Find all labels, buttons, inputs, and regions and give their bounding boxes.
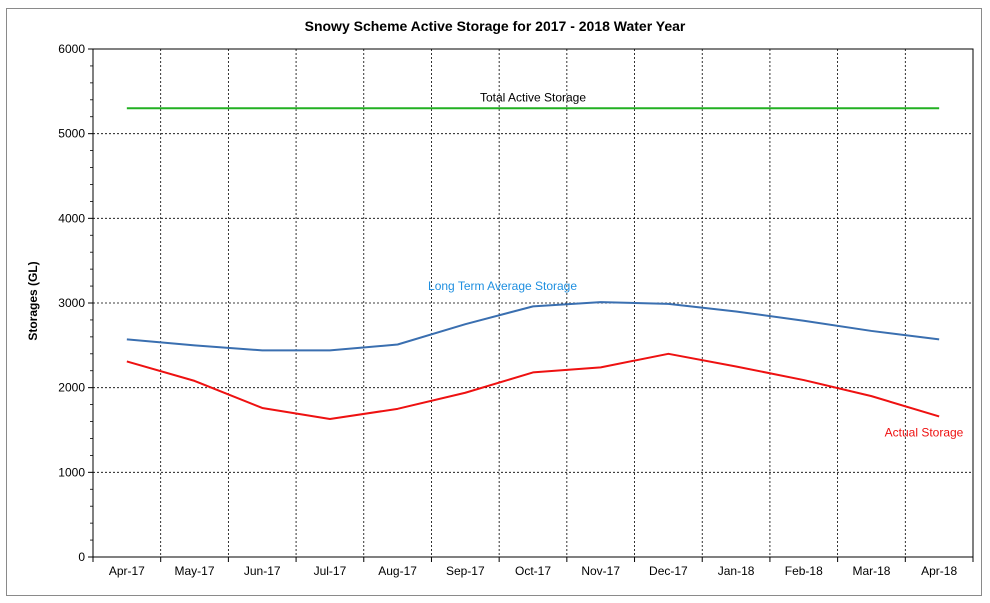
chart-title: Snowy Scheme Active Storage for 2017 - 2… bbox=[305, 18, 686, 34]
y-tick-label: 6000 bbox=[58, 42, 85, 56]
x-tick-label: Feb-18 bbox=[785, 564, 823, 578]
chart-svg: Snowy Scheme Active Storage for 2017 - 2… bbox=[26, 18, 974, 578]
x-tick-label: Apr-18 bbox=[921, 564, 957, 578]
label-layer: Total Active Storage Long Term Average St… bbox=[428, 90, 964, 439]
x-tick-label: Mar-18 bbox=[852, 564, 890, 578]
x-tick-label: Jul-17 bbox=[314, 564, 347, 578]
x-tick-label: May-17 bbox=[175, 564, 215, 578]
x-tick-label: Jun-17 bbox=[244, 564, 281, 578]
x-tick-label: Sep-17 bbox=[446, 564, 485, 578]
y-tick-label: 0 bbox=[78, 550, 85, 564]
y-tick-label: 4000 bbox=[58, 211, 85, 225]
grid-layer bbox=[93, 49, 973, 557]
x-tick-label: Nov-17 bbox=[581, 564, 620, 578]
axis-layer: 0 1000 2000 3000 4000 5000 6000 Apr-17 May-17 Jun… bbox=[58, 42, 974, 578]
x-tick-label: Jan-18 bbox=[718, 564, 755, 578]
y-tick-label: 5000 bbox=[58, 127, 85, 141]
x-tick-label: Aug-17 bbox=[378, 564, 417, 578]
series-label-2: Actual Storage bbox=[885, 425, 964, 439]
y-tick-label: 2000 bbox=[58, 381, 85, 395]
plot-area-border bbox=[92, 48, 974, 558]
series-label-1: Long Term Average Storage bbox=[428, 279, 577, 293]
series-layer bbox=[126, 107, 940, 420]
series-line-2 bbox=[126, 352, 940, 420]
x-tick-label: Oct-17 bbox=[515, 564, 551, 578]
y-tick-label: 1000 bbox=[58, 465, 85, 479]
series-line-1 bbox=[126, 301, 940, 352]
series-label-0: Total Active Storage bbox=[480, 90, 586, 104]
chart-frame: Snowy Scheme Active Storage for 2017 - 2… bbox=[6, 8, 982, 596]
y-tick-label: 3000 bbox=[58, 296, 85, 310]
x-tick-label: Apr-17 bbox=[109, 564, 145, 578]
y-axis-title: Storages (GL) bbox=[26, 261, 40, 340]
x-tick-label: Dec-17 bbox=[649, 564, 688, 578]
